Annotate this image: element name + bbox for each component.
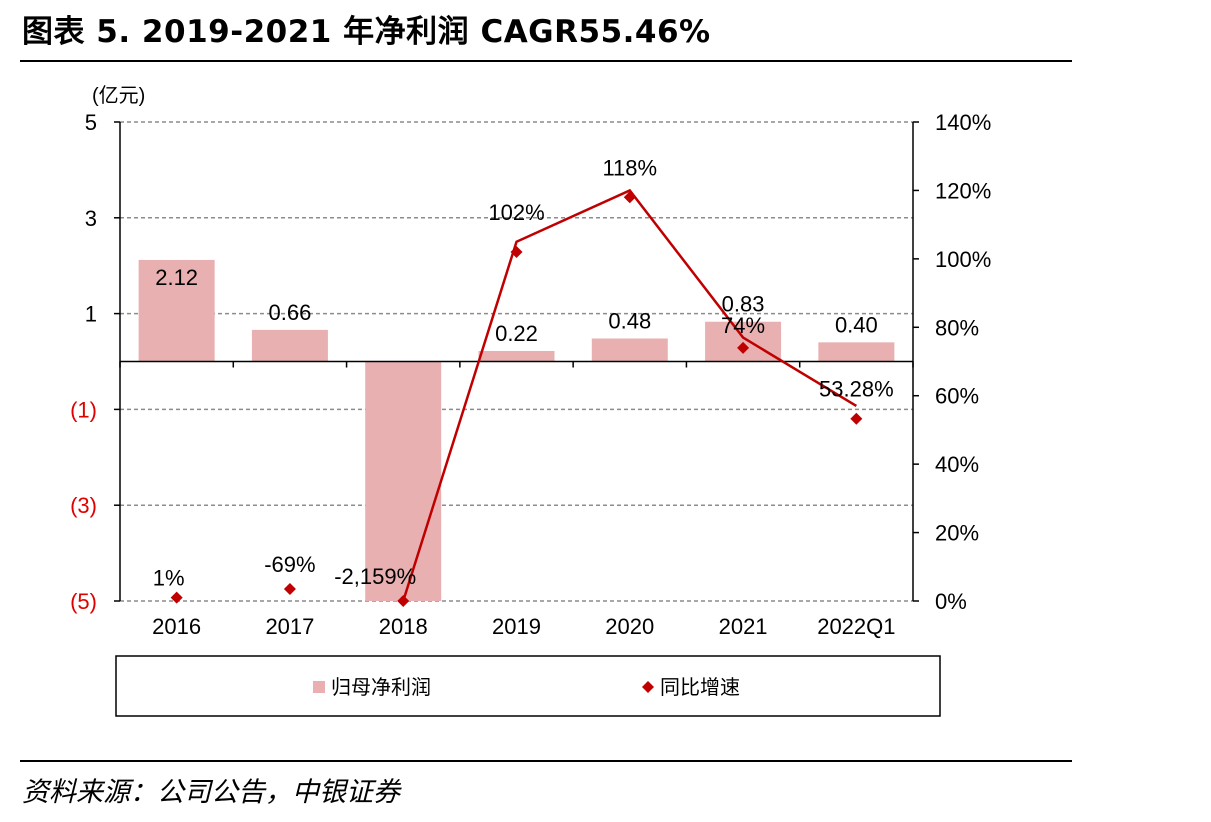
source-note: 资料来源：公司公告，中银证券 bbox=[22, 777, 400, 808]
category-label: 2020 bbox=[605, 614, 654, 639]
right-tick-label: 20% bbox=[935, 521, 979, 546]
legend: 归母净利润 同比增速 bbox=[115, 655, 941, 717]
category-label: 2022Q1 bbox=[817, 614, 895, 639]
bar-value-label: 0.83 bbox=[722, 292, 765, 317]
marker-series bbox=[170, 191, 863, 607]
marker bbox=[283, 583, 296, 596]
bar bbox=[478, 350, 555, 362]
left-tick-label: 1 bbox=[85, 302, 97, 327]
left-tick-label: (3) bbox=[70, 493, 97, 518]
bar-value-label: 0.66 bbox=[269, 300, 312, 325]
right-tick-label: 60% bbox=[935, 384, 979, 409]
bar-value-label: 2.12 bbox=[155, 265, 198, 290]
legend-swatch-bar bbox=[313, 681, 325, 693]
bar bbox=[705, 321, 782, 362]
bar bbox=[251, 329, 328, 362]
trend-line bbox=[402, 188, 858, 602]
marker bbox=[510, 246, 523, 259]
gridlines bbox=[120, 121, 913, 602]
bar-series bbox=[138, 259, 895, 601]
category-label: 2016 bbox=[152, 614, 201, 639]
marker bbox=[170, 591, 183, 604]
left-tick-label: 5 bbox=[85, 110, 97, 135]
growth-rate-label: -2,159% bbox=[334, 564, 416, 589]
legend-swatch-marker bbox=[642, 681, 654, 693]
right-tick-label: 140% bbox=[935, 110, 991, 135]
growth-rate-label: 1% bbox=[153, 566, 185, 591]
growth-rate-label: -69% bbox=[264, 552, 315, 577]
growth-rate-label: 102% bbox=[488, 200, 544, 225]
title-rule bbox=[20, 60, 1072, 62]
bar-value-label: 0.48 bbox=[608, 309, 651, 334]
legend-label: 归母净利润 bbox=[331, 676, 431, 699]
left-tick-label: (1) bbox=[70, 397, 97, 422]
growth-rate-label: 118% bbox=[602, 155, 657, 180]
data-labels: 2.12 0.66 0.22 0.48 0.83 0.40 1% -69% -2,159% 102… bbox=[153, 155, 894, 590]
left-tick-label: (5) bbox=[70, 589, 97, 614]
growth-rate-label: 74% bbox=[721, 313, 765, 338]
marker bbox=[623, 191, 636, 204]
axes: 5 3 1 (1) (3) (5) 140% 120% 100% 80% 60% 40% 20% 0% (亿… bbox=[70, 84, 991, 639]
growth-rate-label: 53.28% bbox=[819, 377, 894, 402]
marker bbox=[737, 341, 750, 354]
marker bbox=[397, 595, 410, 607]
bar-value-label: 0.22 bbox=[495, 321, 538, 346]
left-tick-label: 3 bbox=[85, 206, 97, 231]
bar bbox=[818, 342, 895, 362]
chart-title: 图表 5. 2019-2021 年净利润 CAGR55.46% bbox=[22, 14, 711, 50]
legend-label: 同比增速 bbox=[660, 676, 740, 699]
left-axis-unit-label: (亿元) bbox=[92, 84, 145, 107]
bar bbox=[591, 338, 668, 362]
category-label: 2017 bbox=[265, 614, 314, 639]
category-label: 2019 bbox=[492, 614, 541, 639]
category-label: 2018 bbox=[379, 614, 428, 639]
source-rule bbox=[20, 760, 1072, 762]
right-tick-label: 40% bbox=[935, 452, 979, 477]
right-tick-label: 80% bbox=[935, 315, 979, 340]
marker bbox=[850, 412, 863, 425]
bar bbox=[138, 259, 215, 362]
category-label: 2021 bbox=[719, 614, 768, 639]
trend-line-series bbox=[402, 188, 858, 602]
right-tick-label: 0% bbox=[935, 589, 967, 614]
chart-area: 5 3 1 (1) (3) (5) 140% 120% 100% 80% 60% 40% 20% 0% (亿… bbox=[70, 84, 991, 717]
bar bbox=[365, 361, 442, 601]
legend-box bbox=[115, 655, 941, 717]
right-tick-label: 120% bbox=[935, 178, 991, 203]
right-tick-label: 100% bbox=[935, 247, 991, 272]
bar-value-label: 0.40 bbox=[835, 312, 878, 337]
